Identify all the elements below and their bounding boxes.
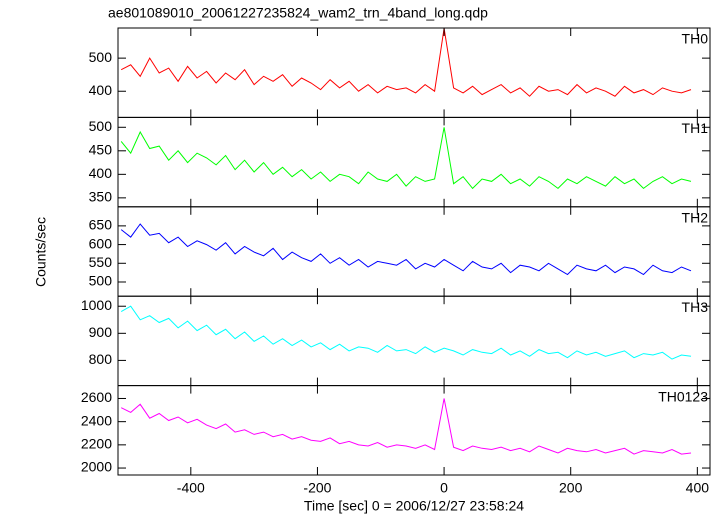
x-tick-label: -400 — [177, 480, 205, 496]
panel-label: TH2 — [682, 210, 709, 226]
panel-frame — [117, 27, 711, 118]
panel-frame — [117, 116, 711, 208]
x-axis-label: Time [sec] 0 = 2006/12/27 23:58:24 — [304, 498, 524, 514]
y-tick-label: 2600 — [81, 389, 112, 405]
y-tick-label: 650 — [89, 217, 113, 233]
y-tick-label: 600 — [89, 235, 113, 251]
y-tick-label: 450 — [89, 142, 113, 158]
y-tick-label: 2000 — [81, 459, 112, 475]
panel-frame — [117, 385, 711, 476]
y-tick-label: 400 — [89, 82, 113, 98]
y-tick-label: 2200 — [81, 436, 112, 452]
y-tick-label: 800 — [89, 351, 113, 367]
x-tick-label: -200 — [303, 480, 331, 496]
panel-label: TH0 — [682, 31, 709, 47]
y-tick-label: 1000 — [81, 297, 112, 313]
data-line — [120, 305, 692, 360]
panel-label: TH3 — [682, 299, 709, 315]
y-tick-label: 900 — [89, 324, 113, 340]
panel-label: TH0123 — [658, 388, 708, 404]
y-tick-label: 550 — [89, 254, 113, 270]
y-tick-label: 350 — [89, 189, 113, 205]
data-line — [120, 127, 692, 190]
chart-title: ae801089010_20061227235824_wam2_trn_4ban… — [108, 5, 488, 21]
y-tick-label: 500 — [89, 118, 113, 134]
y-tick-label: 2400 — [81, 412, 112, 428]
panel-label: TH1 — [682, 120, 709, 136]
x-tick-label: 200 — [559, 480, 583, 496]
x-tick-label: 400 — [686, 480, 710, 496]
data-line — [120, 223, 692, 276]
y-tick-label: 500 — [89, 273, 113, 289]
data-line — [120, 28, 692, 97]
y-tick-label: 400 — [89, 165, 113, 181]
x-tick-label: 0 — [440, 480, 448, 496]
y-tick-label: 500 — [89, 49, 113, 65]
panel-frame — [117, 206, 711, 297]
data-line — [120, 398, 692, 455]
y-axis-label: Counts/sec — [33, 217, 49, 287]
panel-frame — [117, 295, 711, 387]
